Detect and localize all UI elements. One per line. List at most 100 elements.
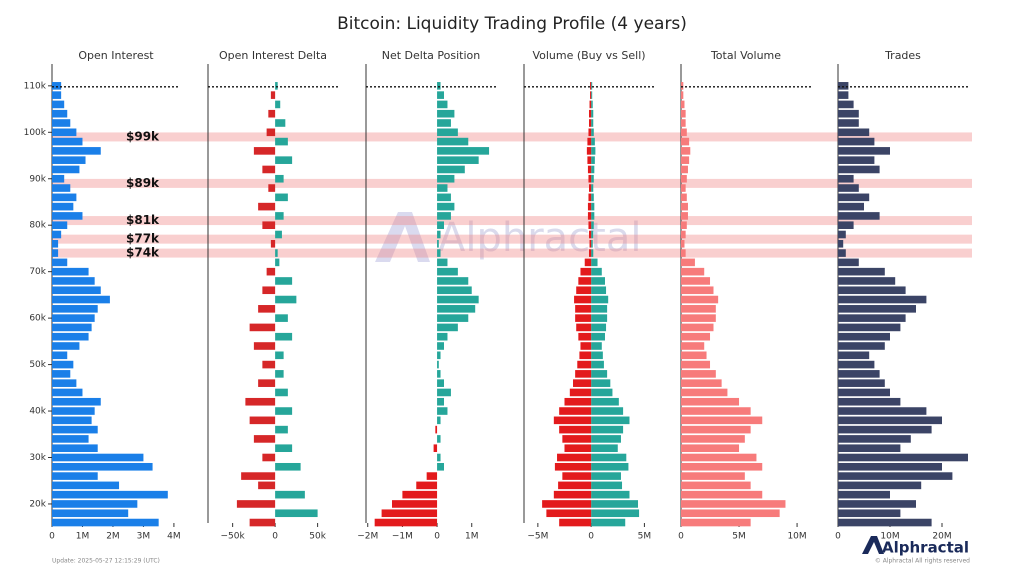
bar [275, 193, 288, 202]
bar [681, 342, 705, 350]
bar [591, 407, 624, 415]
x-tick-label: 0 [272, 532, 278, 542]
bar [266, 267, 276, 276]
bar [589, 184, 592, 192]
bar [437, 351, 441, 360]
bar [838, 193, 870, 202]
bar [437, 388, 451, 397]
bar [838, 500, 916, 508]
bar [591, 351, 603, 360]
bar [591, 82, 593, 90]
bar [52, 332, 89, 341]
bar [838, 518, 932, 527]
bar [275, 351, 284, 360]
bar [588, 221, 592, 230]
bar [402, 490, 438, 499]
x-tick-label: 10M [787, 532, 806, 542]
bar [258, 202, 276, 211]
bar [52, 202, 74, 211]
bar [52, 518, 159, 527]
bar [275, 462, 301, 471]
bar [437, 184, 448, 192]
bar [838, 388, 890, 397]
bar [838, 416, 942, 425]
bar [838, 156, 875, 164]
bar [591, 332, 605, 341]
bar [437, 435, 441, 443]
bar [275, 444, 293, 453]
bar [564, 397, 592, 406]
bar [681, 509, 780, 518]
bar [52, 435, 89, 443]
bar [591, 277, 605, 285]
bar [258, 481, 276, 490]
bar [275, 509, 318, 518]
bar [838, 286, 906, 295]
update-time: Update: 2025-05-27 12:15:29 (UTC) [52, 558, 160, 565]
bar [681, 500, 786, 508]
bar [681, 239, 685, 248]
bar [275, 258, 280, 267]
bar [681, 397, 740, 406]
bar [253, 435, 276, 443]
bar [266, 128, 276, 137]
bar [681, 332, 711, 341]
bar [275, 490, 305, 499]
bar [589, 230, 592, 239]
bar [590, 82, 592, 90]
bar [275, 388, 288, 397]
bar [437, 249, 441, 257]
panel-title: Net Delta Position [382, 49, 481, 62]
bar [426, 472, 438, 480]
bar [591, 295, 609, 304]
bar [275, 332, 293, 341]
bar [558, 481, 592, 490]
bar [681, 202, 688, 211]
bar [681, 462, 763, 471]
bar [591, 230, 594, 239]
x-tick-label: −5M [527, 532, 548, 542]
bar [437, 267, 458, 276]
bar [589, 249, 592, 257]
y-tick-label: 50k [29, 360, 46, 370]
bar [681, 481, 751, 490]
bar [591, 314, 608, 322]
bar [262, 453, 276, 462]
band-label: $89k [126, 176, 160, 190]
bar [681, 490, 763, 499]
bar [681, 370, 716, 378]
bar [437, 82, 441, 90]
x-tick-label: −50k [221, 532, 246, 542]
bar [270, 239, 276, 248]
bar [591, 472, 621, 480]
y-tick-label: 40k [29, 407, 46, 417]
x-tick-label: 0 [49, 532, 55, 542]
bar [249, 518, 276, 527]
bar [52, 212, 83, 220]
bar [52, 351, 68, 360]
band-label: $99k [126, 129, 160, 143]
bar [437, 314, 469, 322]
y-tick-label: 60k [29, 314, 46, 324]
bar [437, 202, 455, 211]
bar [52, 100, 65, 109]
x-tick-label: 5M [732, 532, 746, 542]
bar [578, 277, 592, 285]
bar [262, 360, 276, 369]
bar [52, 323, 92, 332]
bar [591, 267, 602, 276]
bar [588, 174, 592, 183]
bar [591, 193, 594, 202]
bar [437, 295, 479, 304]
bar [588, 193, 592, 202]
bar [681, 286, 714, 295]
panel-title: Total Volume [710, 49, 781, 62]
bar [681, 379, 722, 387]
bar [52, 156, 86, 164]
bar [681, 221, 687, 230]
bar [275, 156, 293, 164]
bar [275, 370, 284, 378]
bar [275, 295, 297, 304]
bar [262, 165, 276, 174]
bar [591, 119, 594, 127]
